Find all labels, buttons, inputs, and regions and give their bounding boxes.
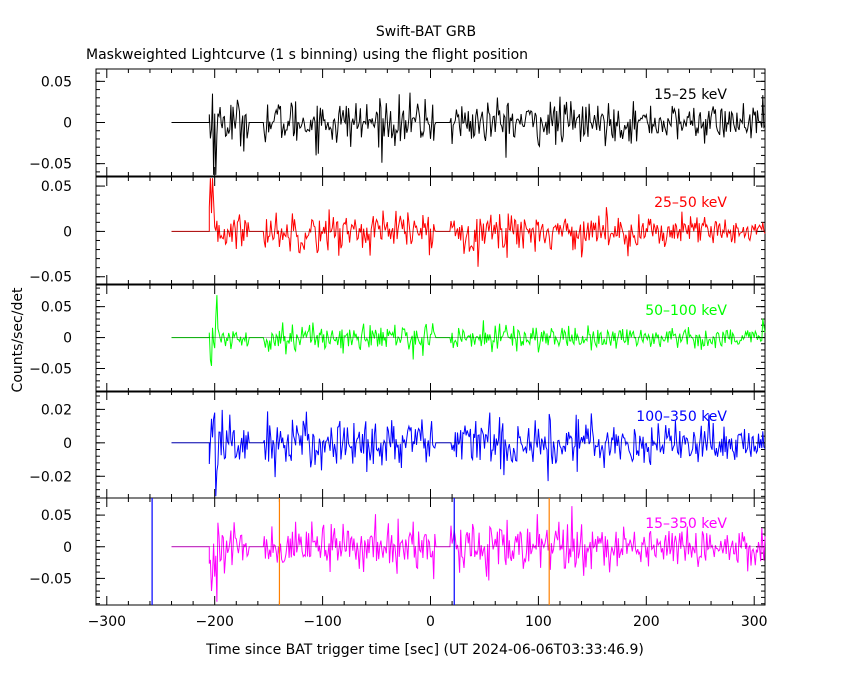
y-tick-label: −0.05 (29, 270, 72, 286)
x-tick-label: 0 (426, 614, 435, 630)
lightcurve-series-2 (171, 178, 766, 267)
x-tick-label: −200 (195, 614, 233, 630)
band-label: 15–25 keV (654, 87, 727, 103)
lightcurve-series-1 (171, 92, 766, 175)
chart-title: Swift-BAT GRB (376, 24, 476, 40)
panel-5: −0.05 0 0.05 15–350 keV −300 −200 −100 0 100 200 3… (29, 497, 768, 630)
y-tick-label: 0.05 (41, 300, 72, 316)
y-tick-label: 0 (63, 224, 72, 240)
band-label: 15–350 keV (645, 516, 727, 532)
panel-4: −0.02 0 0.02 100–350 keV (29, 390, 766, 499)
x-axis-label: Time since BAT trigger time [sec] (UT 20… (205, 642, 644, 658)
y-tick-label: −0.05 (29, 571, 72, 587)
x-tick-label: 200 (633, 614, 660, 630)
y-tick-label: −0.02 (29, 469, 72, 485)
y-tick-label: 0.02 (41, 402, 72, 418)
band-label: 25–50 keV (654, 195, 727, 211)
panel-2: −0.05 0 0.05 25–50 keV (29, 176, 766, 286)
x-tick-label: −100 (303, 614, 341, 630)
y-tick-label: −0.05 (29, 361, 72, 377)
y-tick-label: 0 (63, 436, 72, 452)
chart-subtitle: Maskweighted Lightcurve (1 s binning) us… (86, 47, 528, 63)
lightcurve-series-5 (171, 506, 766, 602)
y-tick-label: 0.05 (41, 508, 72, 524)
panel-3: −0.05 0 0.05 50–100 keV (29, 284, 766, 393)
band-label: 50–100 keV (645, 303, 727, 319)
y-tick-label: 0.05 (41, 74, 72, 90)
y-tick-label: 0.05 (41, 179, 72, 195)
y-tick-label: 0 (63, 116, 72, 132)
y-tick-label: 0 (63, 540, 72, 556)
x-tick-label: −300 (88, 614, 126, 630)
panel-1: −0.05 0 0.05 15–25 keV (29, 68, 766, 177)
y-tick-label: −0.05 (29, 157, 72, 173)
x-tick-label: 300 (741, 614, 768, 630)
x-tick-label: 100 (525, 614, 552, 630)
y-tick-label: 0 (63, 331, 72, 347)
band-label: 100–350 keV (636, 409, 727, 425)
lightcurve-series-4 (171, 409, 766, 497)
y-axis-label: Counts/sec/det (10, 287, 26, 392)
